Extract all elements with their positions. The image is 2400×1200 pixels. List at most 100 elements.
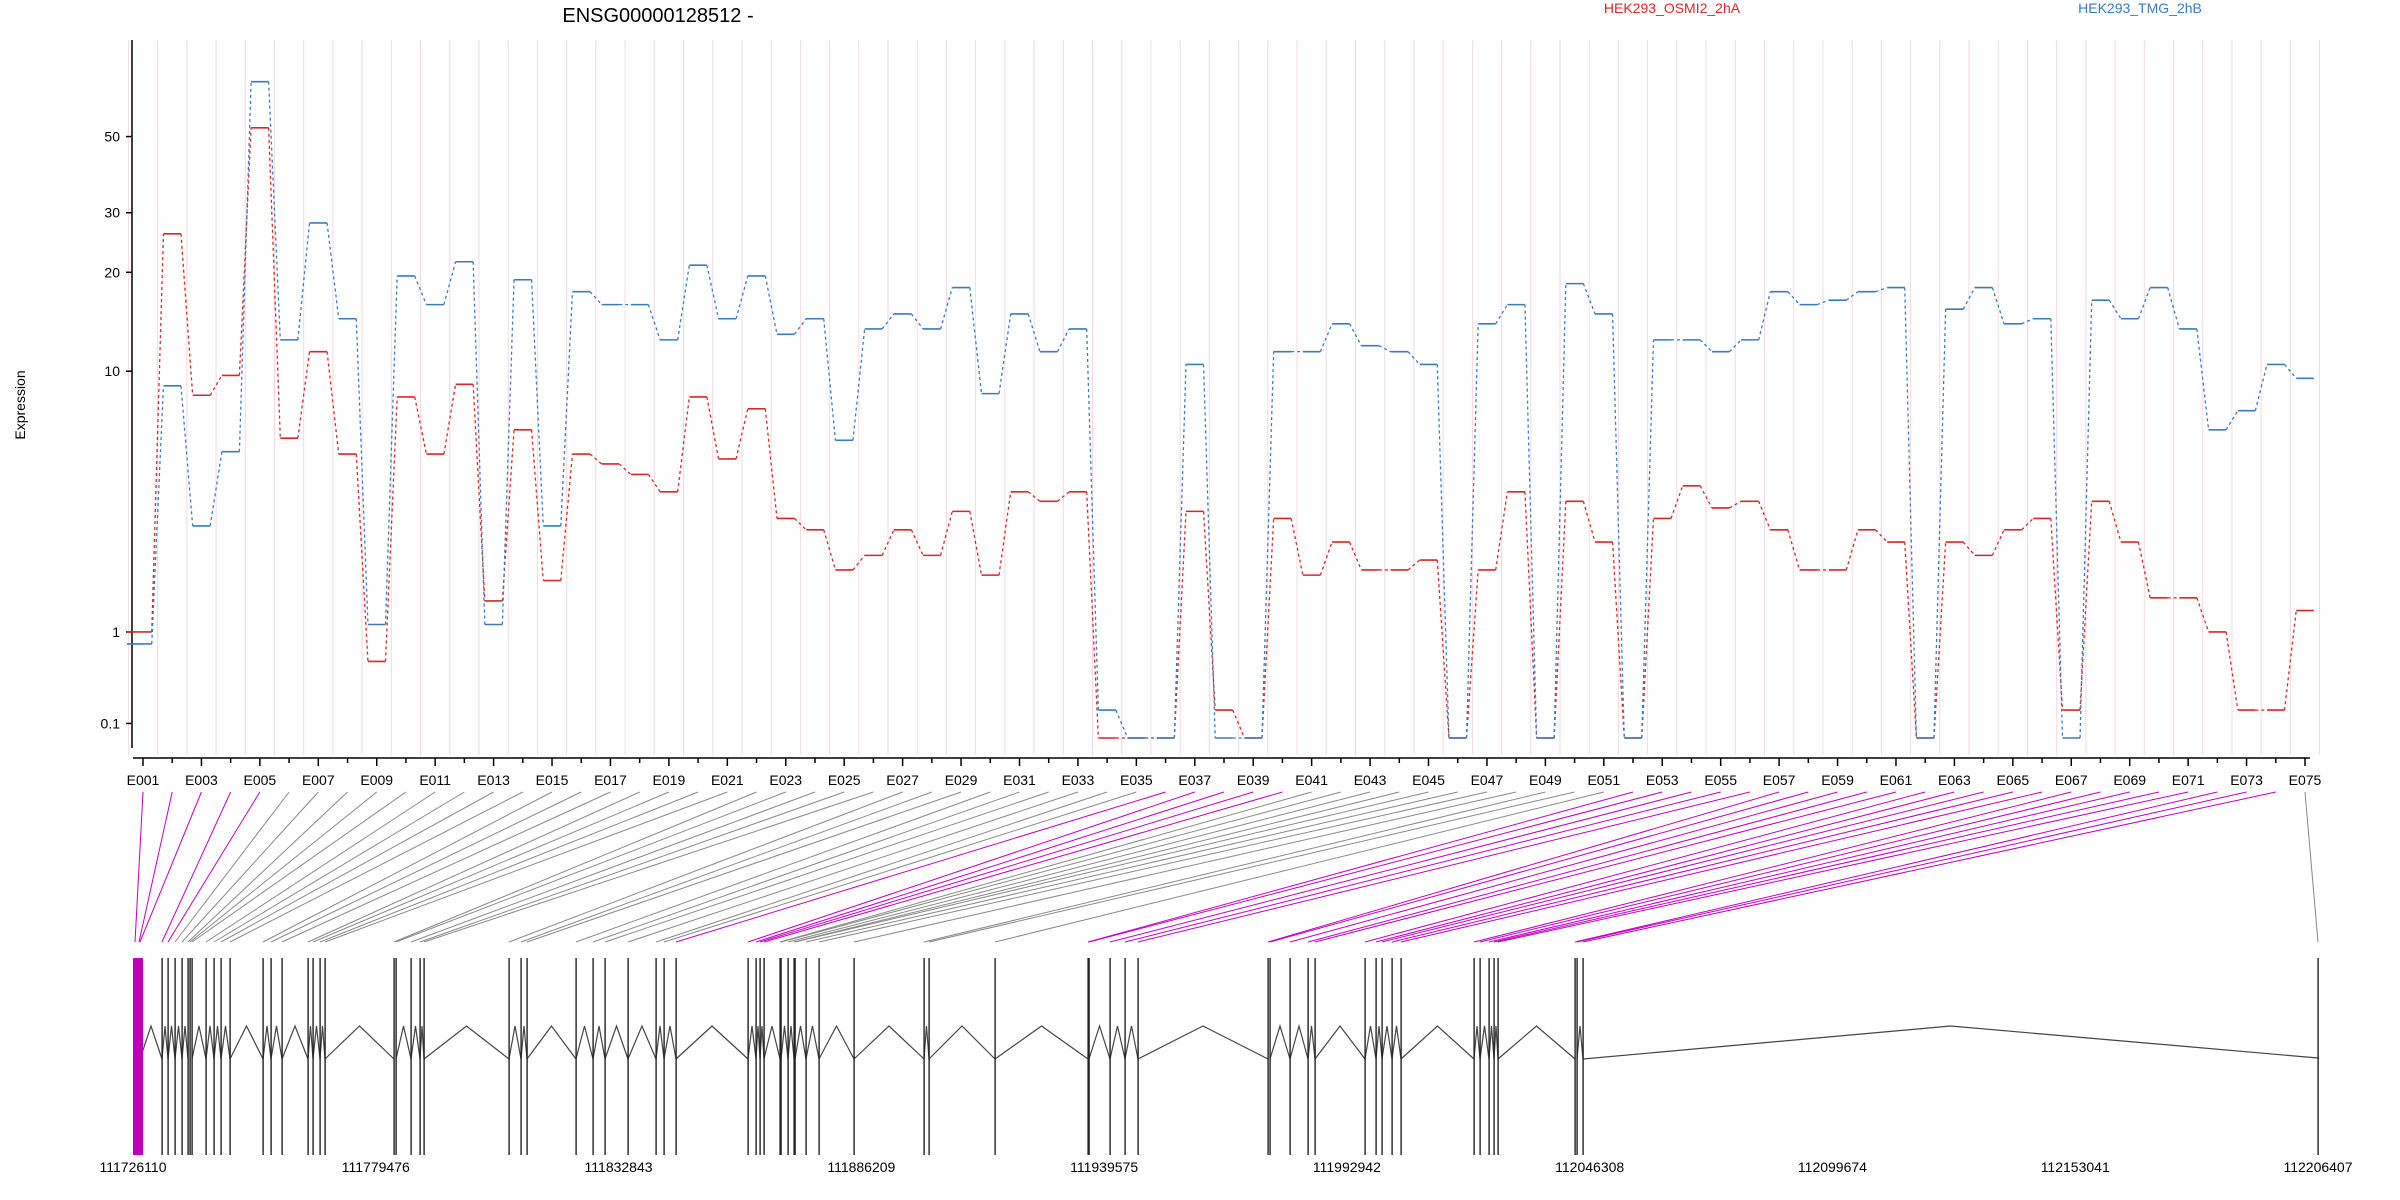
x-tick-label: E007	[302, 772, 335, 788]
segment-link	[2254, 364, 2268, 411]
genomic-tick-label: 112206407	[2283, 1159, 2352, 1175]
exon-E063	[1375, 958, 1377, 1155]
connector-E008	[187, 791, 348, 943]
exon-E030	[575, 958, 577, 1155]
segment-link	[1261, 518, 1275, 739]
segment-link	[209, 375, 223, 396]
exon-E039	[759, 958, 761, 1155]
exon-E046	[805, 958, 807, 1155]
connector-E048	[853, 791, 1517, 943]
exon-E056	[1137, 958, 1139, 1155]
segment-link	[618, 463, 632, 475]
y-tick-label: 50	[104, 129, 120, 145]
segment-link	[1349, 323, 1362, 346]
genomic-tick-label: 111992942	[1313, 1159, 1381, 1175]
segment-link	[881, 529, 895, 556]
connector-E029	[526, 791, 962, 943]
x-tick-label: E061	[1880, 772, 1913, 788]
exon-E027	[508, 958, 510, 1155]
exon-E044	[793, 958, 795, 1155]
exon-E009	[189, 958, 191, 1155]
exon-E072	[1574, 958, 1576, 1155]
intron	[174, 1025, 183, 1060]
intron	[220, 1025, 231, 1060]
connector-E025	[419, 791, 845, 943]
segment-link	[1611, 313, 1625, 739]
exon-E007	[181, 958, 183, 1155]
intron	[423, 1025, 510, 1060]
intron	[191, 1025, 207, 1060]
segment-link	[764, 408, 778, 519]
exon-E020	[319, 958, 321, 1155]
exon-E025	[419, 958, 421, 1155]
x-tick-label: E063	[1938, 772, 1971, 788]
intron	[780, 1025, 789, 1060]
connector-E014	[229, 791, 524, 943]
connector-E047	[818, 791, 1488, 943]
segment-link	[1758, 501, 1771, 531]
connector-E039	[759, 791, 1254, 943]
y-tick-label: 0.1	[101, 715, 121, 731]
segment-link	[1349, 541, 1362, 571]
intron	[675, 1025, 749, 1060]
exon-E051	[994, 958, 996, 1155]
x-tick-label: E069	[2113, 772, 2146, 788]
intron	[805, 1025, 820, 1060]
exon-E011	[205, 958, 207, 1155]
y-axis: 0.1 1 10 20 30 50	[101, 40, 133, 748]
connector-E052	[1087, 791, 1634, 943]
intron	[1088, 1024, 1111, 1060]
intron	[1582, 1025, 2319, 1060]
segment-link	[1524, 491, 1538, 739]
intron	[508, 1025, 522, 1060]
segment-link	[1758, 291, 1771, 341]
exon-E050	[928, 958, 930, 1155]
connector-E022	[393, 791, 757, 943]
segment-link	[910, 529, 924, 556]
segment-link	[998, 313, 1012, 394]
segment-link	[355, 454, 369, 662]
exon-E010	[191, 958, 193, 1155]
connector-E064	[1381, 791, 1984, 943]
x-tick-label: E055	[1704, 772, 1737, 788]
exon-E029	[526, 958, 528, 1155]
segment-link	[1465, 569, 1479, 739]
segment-link	[297, 222, 311, 340]
x-tick-label: E067	[2055, 772, 2088, 788]
segment-link	[151, 385, 165, 644]
connector-E059	[1289, 791, 1838, 943]
connector-E036	[675, 791, 1166, 943]
connector-E009	[189, 791, 378, 943]
exon-E022	[393, 958, 395, 1155]
connector-E051	[994, 791, 1604, 943]
connector-E063	[1375, 791, 1955, 943]
connector-E003	[139, 791, 202, 943]
segment-link	[2225, 631, 2239, 711]
segment-link	[443, 261, 457, 305]
exon-E014	[229, 958, 231, 1155]
exon-E054	[1109, 958, 1111, 1155]
legend-series-1: HEK293_OSMI2_2hA	[1604, 0, 1741, 16]
segment-link	[384, 396, 398, 662]
x-tick-label: E057	[1763, 772, 1796, 788]
exon-E042	[780, 958, 782, 1155]
intron	[1576, 1025, 1584, 1060]
exon-connectors	[134, 791, 2319, 943]
segment-link	[677, 396, 690, 492]
segment-link	[589, 291, 603, 306]
exon-E034	[655, 958, 657, 1155]
connector-E010	[191, 791, 407, 943]
intron	[794, 1025, 807, 1060]
connector-E053	[1088, 791, 1663, 943]
segment-link	[1261, 351, 1275, 739]
connector-E038	[755, 791, 1225, 943]
segment-link	[1057, 491, 1070, 502]
exon-E006	[174, 958, 176, 1155]
exon-E004	[161, 958, 163, 1155]
connector-E069	[1488, 791, 2130, 943]
segment-link	[1991, 529, 2005, 556]
segment-link	[2167, 287, 2180, 330]
x-tick-label: E031	[1003, 772, 1036, 788]
exon-E047	[818, 958, 820, 1155]
exon-E061	[1314, 958, 1316, 1155]
